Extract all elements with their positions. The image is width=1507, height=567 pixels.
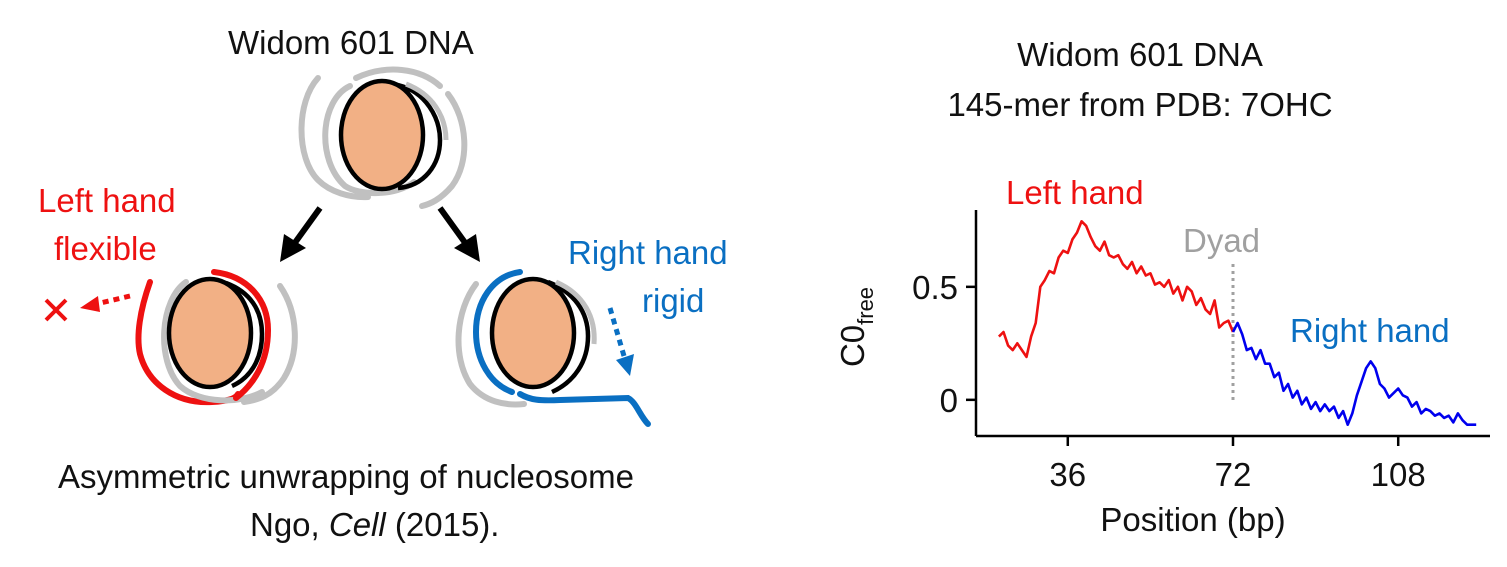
dotted-arrow-right-icon [607,307,634,376]
nucleosome-top-icon [298,66,468,209]
annotation-label-2: Right hand [1290,312,1450,349]
caption-journal: Cell [328,506,386,543]
annotation-label-1: Left hand [1006,174,1144,211]
caption-author: Ngo, [250,506,329,543]
series-line-2 [1231,321,1477,427]
y-tick-label: 0.5 [912,269,958,306]
nucleosome-schematic-panel: Widom 601 DNA [38,24,728,541]
dyad-label: Dyad [1183,222,1260,259]
series-line-1 [997,220,1235,359]
line-chart: 36 72 108 0 0.5 Position (bp) C0free Dyad Left h… [834,174,1490,538]
histone-core-right-icon [489,276,577,390]
y-axis-label: C0free [834,287,878,367]
chart-labels: 36 72 108 0 0.5 Position (bp) C0free Dyad Left h… [834,174,1450,538]
chart-title-line-2: 145-mer from PDB: 7OHC [947,86,1333,123]
chart-axes [966,210,1490,446]
dna-wrap-top-inner-icon [322,83,417,197]
caption-year: (2015). [385,506,500,543]
x-tick-label: 72 [1215,456,1252,493]
schematic-drawing [44,66,651,427]
caption-line-1: Asymmetric unwrapping of nucleosome [58,458,634,495]
left-hand-flexible-label: flexible [54,230,157,267]
dna-wrap-top-arc-icon [353,66,443,89]
nucleosome-right-icon [455,269,651,427]
chart-panel: Widom 601 DNA 145-mer from PDB: 7OHC 36 7… [790,0,1507,567]
y-axis-label-main: C0 [834,325,871,367]
schematic-title: Widom 601 DNA [228,24,474,61]
x-axis-label: Position (bp) [1100,501,1285,538]
cross-mark-icon [44,298,68,322]
right-hand-rigid-label: rigid [642,282,705,319]
y-tick-label: 0 [940,382,958,419]
caption-line-2: Ngo, Cell (2015). [250,508,499,541]
chart-title-line-1: Widom 601 DNA [1017,36,1263,73]
nucleosome-left-icon [135,269,298,406]
dna-wrap-blue-icon [472,269,523,395]
dna-wrap-top-left-icon [298,75,371,201]
arrow-to-right-icon [437,206,480,262]
dotted-arrow-left-icon [80,293,131,312]
dna-extended-blue-icon [517,391,651,427]
x-tick-label: 108 [1371,456,1426,493]
dna-wrap-top-right-icon [419,91,468,209]
right-hand-label: Right hand [568,234,728,271]
histone-core-left-icon [166,276,254,390]
x-tick-label: 36 [1049,456,1086,493]
y-axis-label-subscript: free [853,287,878,325]
left-hand-label: Left hand [38,182,176,219]
histone-core-top-icon [338,78,426,192]
chart-marks [997,220,1477,427]
arrow-to-left-icon [280,206,323,262]
